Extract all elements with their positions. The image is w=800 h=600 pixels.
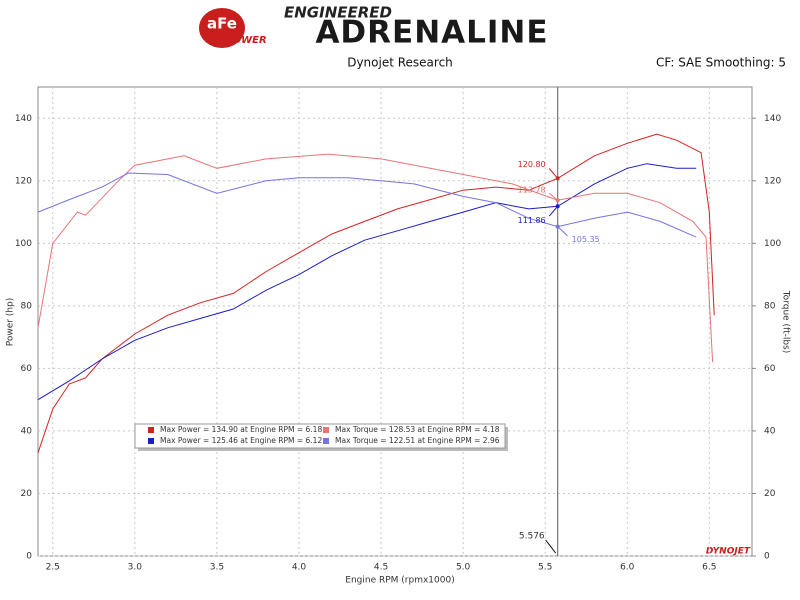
plot-frame: [37, 86, 753, 557]
y-tick-label: 0: [26, 552, 32, 562]
brand-top: ENGINEERED: [284, 4, 392, 22]
x-tick-label: 3.0: [128, 563, 143, 573]
logo-sub: POWER: [225, 35, 266, 46]
y-tick-label: 100: [15, 239, 32, 249]
brand: ADRENALINE: [315, 15, 548, 51]
y-tick-label: 20: [21, 489, 33, 499]
x-tick-label: 3.5: [210, 563, 224, 573]
y2-tick-label: 140: [764, 114, 781, 124]
x-tick-label: 4.5: [374, 563, 388, 573]
y2-tick-label: 100: [764, 239, 781, 249]
legend-swatch: [148, 438, 154, 444]
readout-label: 113.78: [518, 186, 546, 195]
series-line: [37, 133, 715, 453]
x-tick-label: 5.0: [456, 563, 471, 573]
readout-arrow: [557, 226, 568, 237]
cursor-arrow: [545, 539, 557, 554]
y2-tick-label: 120: [764, 176, 781, 186]
logo-badge: [199, 8, 245, 48]
y2-tick-label: 80: [764, 301, 776, 311]
readout-arrow: [548, 168, 559, 179]
readout-point: [555, 198, 560, 203]
x-tick-label: 6.0: [620, 563, 635, 573]
y2-axis-label: Torque (ft-lbs): [781, 290, 791, 354]
readout-label: 120.80: [518, 160, 546, 169]
readout-label: 111.86: [518, 216, 546, 225]
settings: CF: SAE Smoothing: 5: [656, 56, 786, 70]
series-line: [37, 163, 697, 401]
y-tick-label: 120: [15, 176, 32, 186]
y-tick-label: 140: [15, 114, 32, 124]
y-tick-label: 80: [21, 301, 33, 311]
y2-tick-label: 40: [764, 426, 776, 436]
x-axis-label: Engine RPM (rpmx1000): [345, 576, 454, 586]
y2-tick-label: 20: [764, 489, 776, 499]
x-tick-label: 5.5: [538, 563, 552, 573]
readout-point: [555, 224, 560, 229]
legend-swatch: [323, 427, 329, 433]
series-line: [37, 153, 714, 363]
y2-tick-label: 0: [764, 552, 770, 562]
legend-label: Max Power = 125.46 at Engine RPM = 6.12: [160, 436, 322, 445]
legend-box: [134, 423, 506, 449]
y2-tick-label: 60: [764, 364, 776, 374]
readout-point: [555, 176, 560, 181]
legend-label: Max Torque = 128.53 at Engine RPM = 4.18: [335, 425, 500, 434]
watermark: DYNOJET: [706, 547, 751, 557]
readout-point: [555, 204, 560, 209]
y-tick-label: 40: [21, 426, 33, 436]
x-tick-label: 6.5: [702, 563, 716, 573]
readout-label: 105.35: [572, 235, 600, 244]
y-tick-label: 60: [21, 364, 33, 374]
legend-label: Max Power = 134.90 at Engine RPM = 6.18: [160, 425, 322, 434]
source: Dynojet Research: [347, 56, 453, 70]
legend-swatch: [148, 427, 154, 433]
legend-swatch: [323, 438, 329, 444]
logo-mark: aFe: [207, 15, 237, 33]
x-tick-label: 4.0: [292, 563, 307, 573]
readout-arrow: [548, 205, 559, 217]
x-tick-label: 2.5: [46, 563, 60, 573]
legend-label: Max Torque = 122.51 at Engine RPM = 2.96: [335, 436, 500, 445]
cursor-label: 5.576: [519, 532, 545, 542]
series-line: [37, 172, 697, 238]
y-axis-label: Power (hp): [6, 298, 16, 347]
